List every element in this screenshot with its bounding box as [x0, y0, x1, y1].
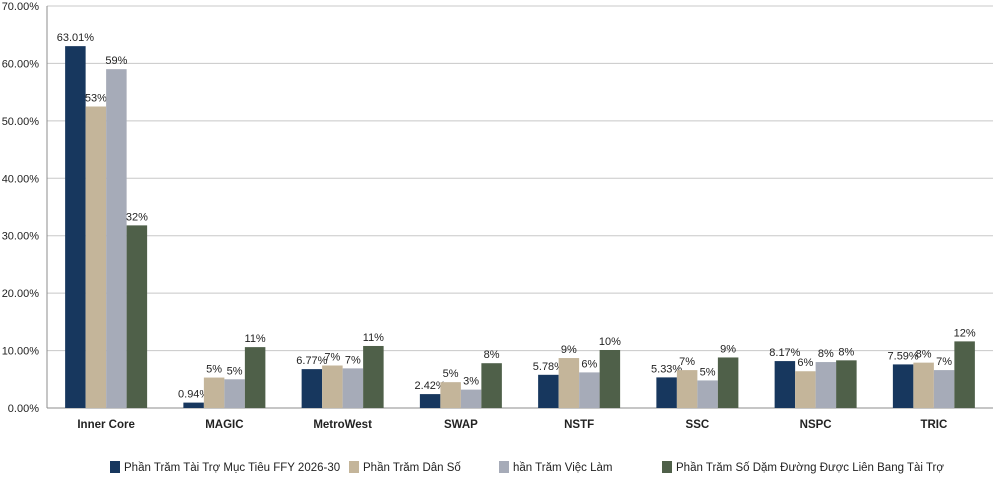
data-label: 5% — [443, 368, 459, 380]
bar — [460, 389, 482, 408]
legend-swatch — [499, 461, 509, 473]
bar — [481, 363, 502, 408]
bar — [892, 364, 914, 408]
y-tick-label: 50.00% — [2, 116, 40, 128]
data-label: 7% — [345, 354, 361, 366]
data-label: 5.78% — [533, 361, 564, 373]
data-label: 53% — [85, 93, 107, 105]
y-tick-label: 0.00% — [8, 403, 39, 415]
bar — [676, 370, 698, 408]
data-label: 8% — [818, 348, 834, 360]
y-tick-label: 20.00% — [2, 288, 40, 300]
bar — [85, 106, 107, 408]
bar — [599, 349, 621, 408]
bar — [656, 377, 677, 408]
bar — [579, 372, 600, 408]
category-label: SWAP — [444, 419, 478, 431]
data-label: 9% — [720, 343, 736, 355]
data-label: 6% — [797, 357, 813, 369]
legend-entry: hần Trăm Việc Làm — [513, 462, 613, 474]
category-label: NSTF — [564, 419, 594, 431]
data-label: 7% — [324, 352, 340, 364]
y-tick-label: 60.00% — [2, 58, 40, 70]
bar — [717, 357, 739, 408]
bar — [815, 362, 837, 408]
bar — [65, 46, 86, 408]
legend-swatch — [662, 461, 672, 473]
bar — [126, 225, 148, 408]
bar — [342, 368, 364, 408]
bar — [183, 402, 204, 408]
legend-swatch — [110, 461, 120, 473]
bar — [419, 394, 441, 408]
bar — [203, 377, 225, 408]
data-label: 6% — [581, 358, 597, 370]
bar — [795, 371, 816, 408]
data-label: 6.77% — [296, 355, 327, 367]
data-label: 11% — [245, 333, 266, 345]
bar — [244, 347, 266, 408]
data-label: 5% — [700, 366, 716, 378]
bar — [697, 380, 718, 408]
bar — [913, 362, 934, 408]
bar — [301, 369, 323, 408]
legend-entry: Phần Trăm Dân Số — [363, 462, 461, 474]
legend-swatch — [349, 461, 359, 473]
data-label: 5% — [227, 365, 243, 377]
data-label: 8.17% — [769, 347, 800, 359]
data-label: 11% — [363, 332, 384, 344]
data-label: 7% — [936, 356, 952, 368]
bar — [774, 361, 796, 408]
category-label: TRIC — [920, 419, 947, 431]
data-label: 7.59% — [888, 350, 919, 362]
data-label: 12% — [954, 327, 976, 339]
data-label: 0.94% — [178, 389, 209, 401]
data-label: 8% — [484, 349, 500, 361]
y-tick-label: 70.00% — [2, 1, 40, 13]
category-label: Inner Core — [77, 419, 135, 431]
legend-entry: Phần Trăm Số Dặm Đường Được Liên Bang Tà… — [676, 462, 944, 474]
data-label: 63.01% — [57, 32, 95, 44]
data-label: 8% — [838, 346, 854, 358]
category-label: MAGIC — [205, 419, 243, 431]
data-label: 59% — [105, 55, 127, 67]
bar — [224, 379, 245, 408]
bar — [558, 358, 580, 408]
bar — [440, 382, 461, 408]
data-label: 3% — [463, 376, 479, 388]
bar — [106, 69, 127, 409]
y-tick-label: 30.00% — [2, 231, 40, 243]
data-label: 2.42% — [415, 380, 446, 392]
bar — [322, 365, 343, 408]
category-label: NSPC — [800, 419, 832, 431]
data-label: 5% — [206, 364, 222, 376]
data-label: 10% — [599, 336, 621, 348]
data-label: 8% — [916, 349, 932, 361]
bar — [363, 345, 384, 408]
bar — [954, 341, 975, 408]
data-label: 9% — [561, 344, 577, 356]
category-label: MetroWest — [313, 419, 372, 431]
category-label: SSC — [686, 419, 710, 431]
data-label: 5.33% — [651, 363, 682, 375]
legend-entry: Phần Trăm Tài Trợ Mục Tiêu FFY 2026-30 — [124, 462, 340, 474]
bar — [538, 374, 559, 408]
bar — [836, 360, 857, 408]
y-tick-label: 40.00% — [2, 173, 40, 185]
data-label: 7% — [679, 356, 695, 368]
y-tick-label: 10.00% — [2, 346, 40, 358]
bar — [933, 370, 955, 408]
data-label: 32% — [126, 211, 148, 223]
